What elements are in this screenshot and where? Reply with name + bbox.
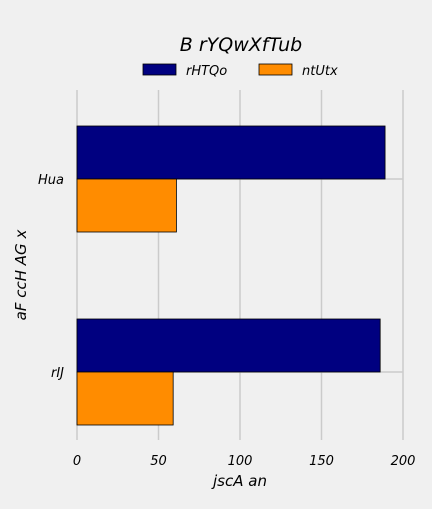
x-tick-label: 0 [73,454,81,469]
y-axis-label: aF ccH AG x [12,230,30,321]
bar-ntUtx-Hua [76,178,177,233]
bar-ntUtx-rIJ [76,371,174,426]
x-tick-label: 150 [309,454,334,469]
legend-label-ntUtx: ntUtx [302,64,338,79]
bar-rHTQo-Hua [76,125,386,180]
bars-layer [76,125,386,426]
chart-title: B rYQwXfTub [180,34,303,56]
x-tick-label: 50 [150,454,167,469]
bar-rHTQo-rIJ [76,318,381,373]
x-tick-label: 200 [391,454,416,469]
x-tick-label: 100 [228,454,253,469]
legend-swatch-rHTQo [142,63,177,76]
x-axis-label: jscA an [211,472,267,490]
y-tick-label: Hua [38,173,64,188]
ticks-layer: Hua rIJ 0 50 100 150 200 [38,173,415,469]
y-tick-label: rIJ [51,366,64,381]
legend-swatch-ntUtx [258,63,293,76]
legend: rHTQo ntUtx [142,63,338,79]
legend-label-rHTQo: rHTQo [186,64,227,79]
